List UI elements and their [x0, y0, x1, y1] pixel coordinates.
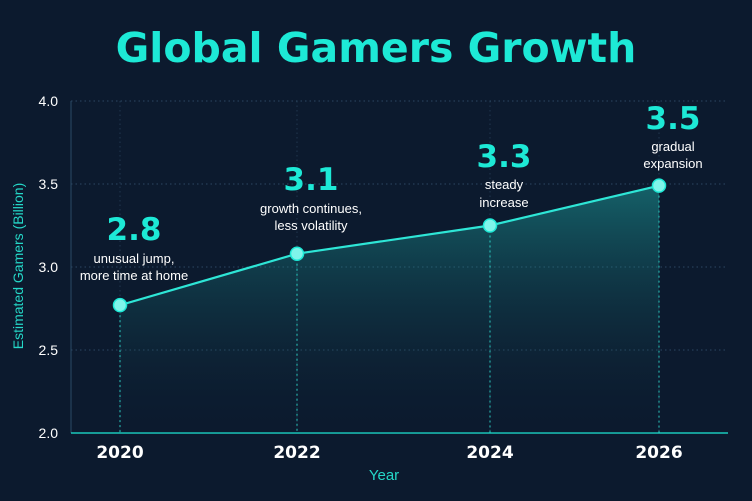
labels-layer: 2.0 2.5 3.0 3.5 4.0 2020 2022 2024 2026 2.8 unusua… [39, 93, 703, 463]
y-axis-label: Estimated Gamers (Billion) [10, 183, 26, 350]
data-point [482, 218, 498, 233]
data-point [112, 297, 128, 313]
x-tick-label: 2024 [466, 443, 513, 463]
chart-title: Global Gamers Growth [116, 24, 637, 72]
data-value-label: 3.5 [646, 101, 701, 137]
data-value-label: 3.3 [477, 139, 532, 175]
area-layer [120, 185, 659, 433]
y-tick-label: 2.0 [39, 425, 59, 441]
x-tick-label: 2026 [635, 443, 682, 463]
data-value-label: 2.8 [107, 212, 162, 248]
x-tick-label: 2022 [273, 443, 320, 463]
annotation-text: expansion [643, 156, 702, 171]
annotation-text: growth continues, [260, 201, 362, 216]
y-tick-label: 3.5 [39, 176, 59, 192]
annotation-text: unusual jump, [94, 251, 175, 266]
annotation-text: more time at home [80, 268, 188, 283]
annotation-text: increase [479, 195, 528, 210]
area-fill [120, 185, 659, 433]
series-line [119, 184, 660, 307]
y-tick-label: 3.0 [39, 259, 59, 275]
data-point [289, 246, 305, 261]
data-point [651, 178, 667, 193]
annotation-text: gradual [651, 139, 694, 154]
y-tick-label: 2.5 [39, 342, 59, 358]
annotation-text: less volatility [275, 218, 348, 233]
data-value-label: 3.1 [284, 162, 339, 198]
annotation-text: steady [485, 177, 524, 192]
x-axis-label: Year [369, 467, 399, 484]
marks-layer [112, 178, 667, 433]
y-tick-label: 4.0 [39, 93, 59, 109]
x-tick-label: 2020 [96, 443, 143, 463]
